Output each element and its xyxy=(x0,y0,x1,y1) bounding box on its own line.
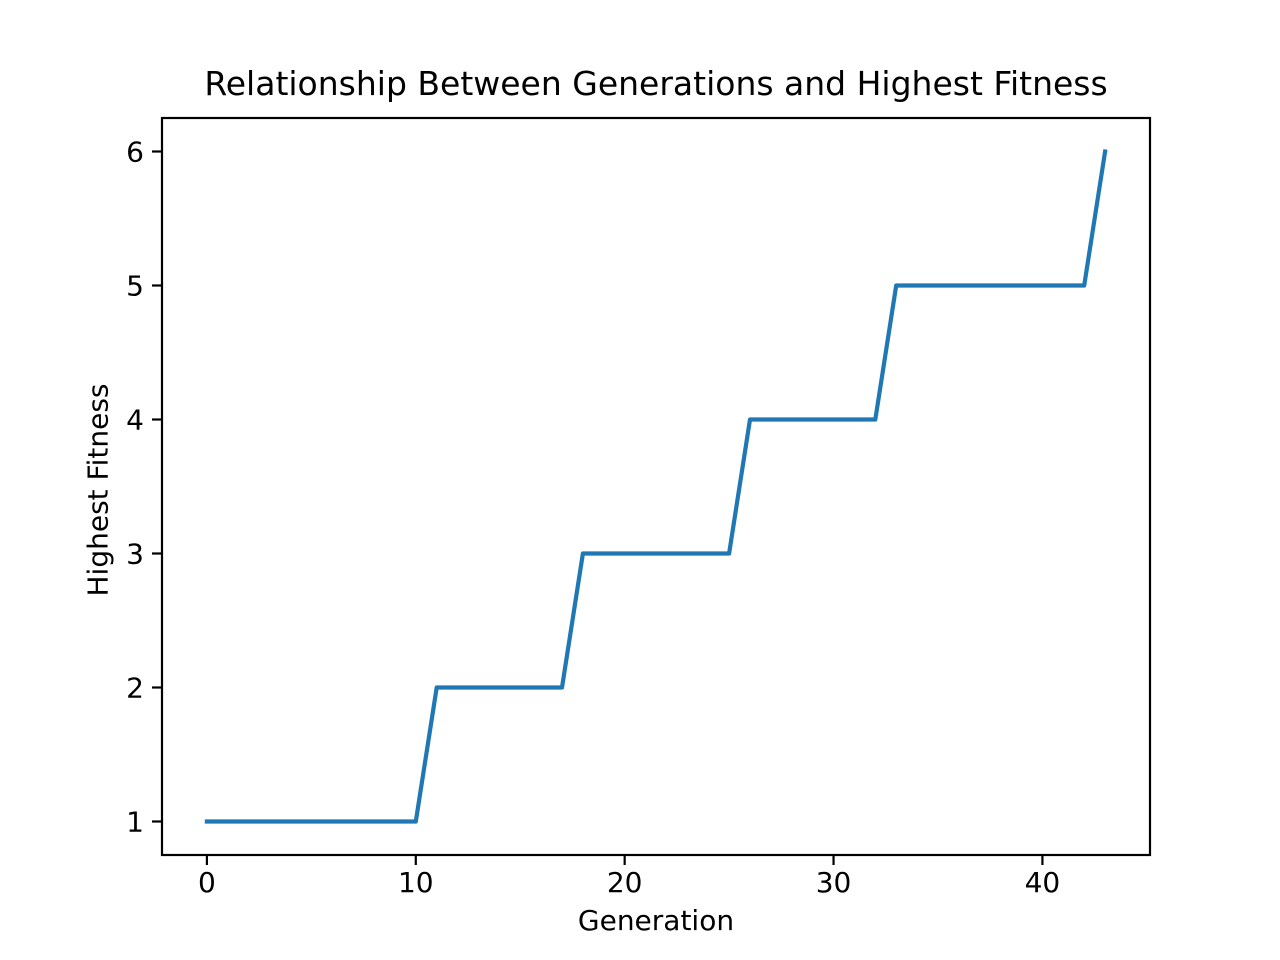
y-tick-label: 1 xyxy=(126,806,144,839)
x-tick-label: 30 xyxy=(816,866,852,899)
x-tick-label: 20 xyxy=(607,866,643,899)
chart-title: Relationship Between Generations and Hig… xyxy=(204,64,1108,103)
y-tick-label: 5 xyxy=(126,270,144,303)
x-tick-label: 40 xyxy=(1025,866,1061,899)
axes-spines xyxy=(160,116,1152,857)
y-tick-label: 4 xyxy=(126,404,144,437)
x-tick-label: 10 xyxy=(398,866,434,899)
fitness-line xyxy=(204,149,1108,824)
y-tick-label: 2 xyxy=(126,672,144,705)
y-tick-label: 3 xyxy=(126,538,144,571)
y-tick-label: 6 xyxy=(126,136,144,169)
y-axis-label: Highest Fitness xyxy=(81,383,115,597)
plot-area xyxy=(162,118,1150,855)
x-tick-label: 0 xyxy=(198,866,216,899)
x-axis-label: Generation xyxy=(577,904,735,937)
